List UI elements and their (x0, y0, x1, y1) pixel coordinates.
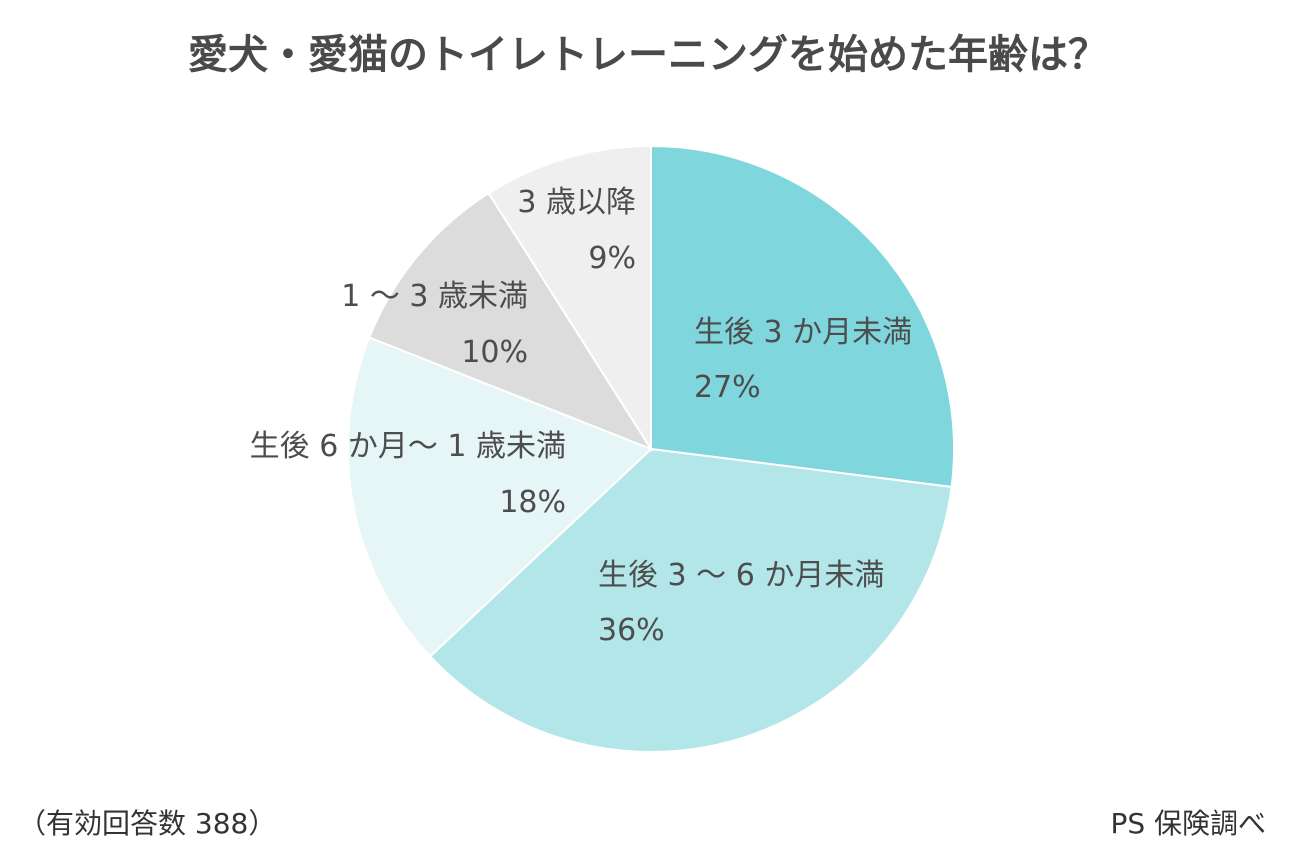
slice-category-label: 3 歳以降 (517, 185, 636, 220)
slice-category-label: 生後 3 ～ 6 か月未満 (598, 558, 884, 593)
pie-slice (367, 191, 654, 452)
slice-value-label: 36% (598, 613, 665, 648)
chart-title: 愛犬・愛猫のトイレトレーニングを始めた年齢は？ (188, 32, 1108, 78)
slice-value-label: 9% (588, 241, 636, 276)
pie-slice (487, 144, 652, 453)
slice-value-label: 18% (499, 485, 566, 520)
slice-value-label: 10% (461, 335, 528, 370)
pie-slice (428, 447, 953, 753)
slice-category-label: 生後 3 か月未満 (694, 315, 912, 350)
source-note: PS 保険調べ (1110, 807, 1266, 840)
pie-labels: 生後 3 か月未満 27% 生後 3 ～ 6 か月未満 36% 生後 6 か月～ 1 歳… (250, 185, 913, 648)
pie-slice (650, 144, 955, 489)
respondent-count-note: （有効回答数 388） (18, 807, 277, 840)
slice-value-label: 27% (694, 370, 761, 405)
pie-slices (347, 144, 955, 753)
pie-slice (347, 336, 653, 658)
slice-category-label: 1 ～ 3 歳未満 (341, 279, 528, 314)
slice-category-label: 生後 6 か月～ 1 歳未満 (250, 429, 566, 464)
